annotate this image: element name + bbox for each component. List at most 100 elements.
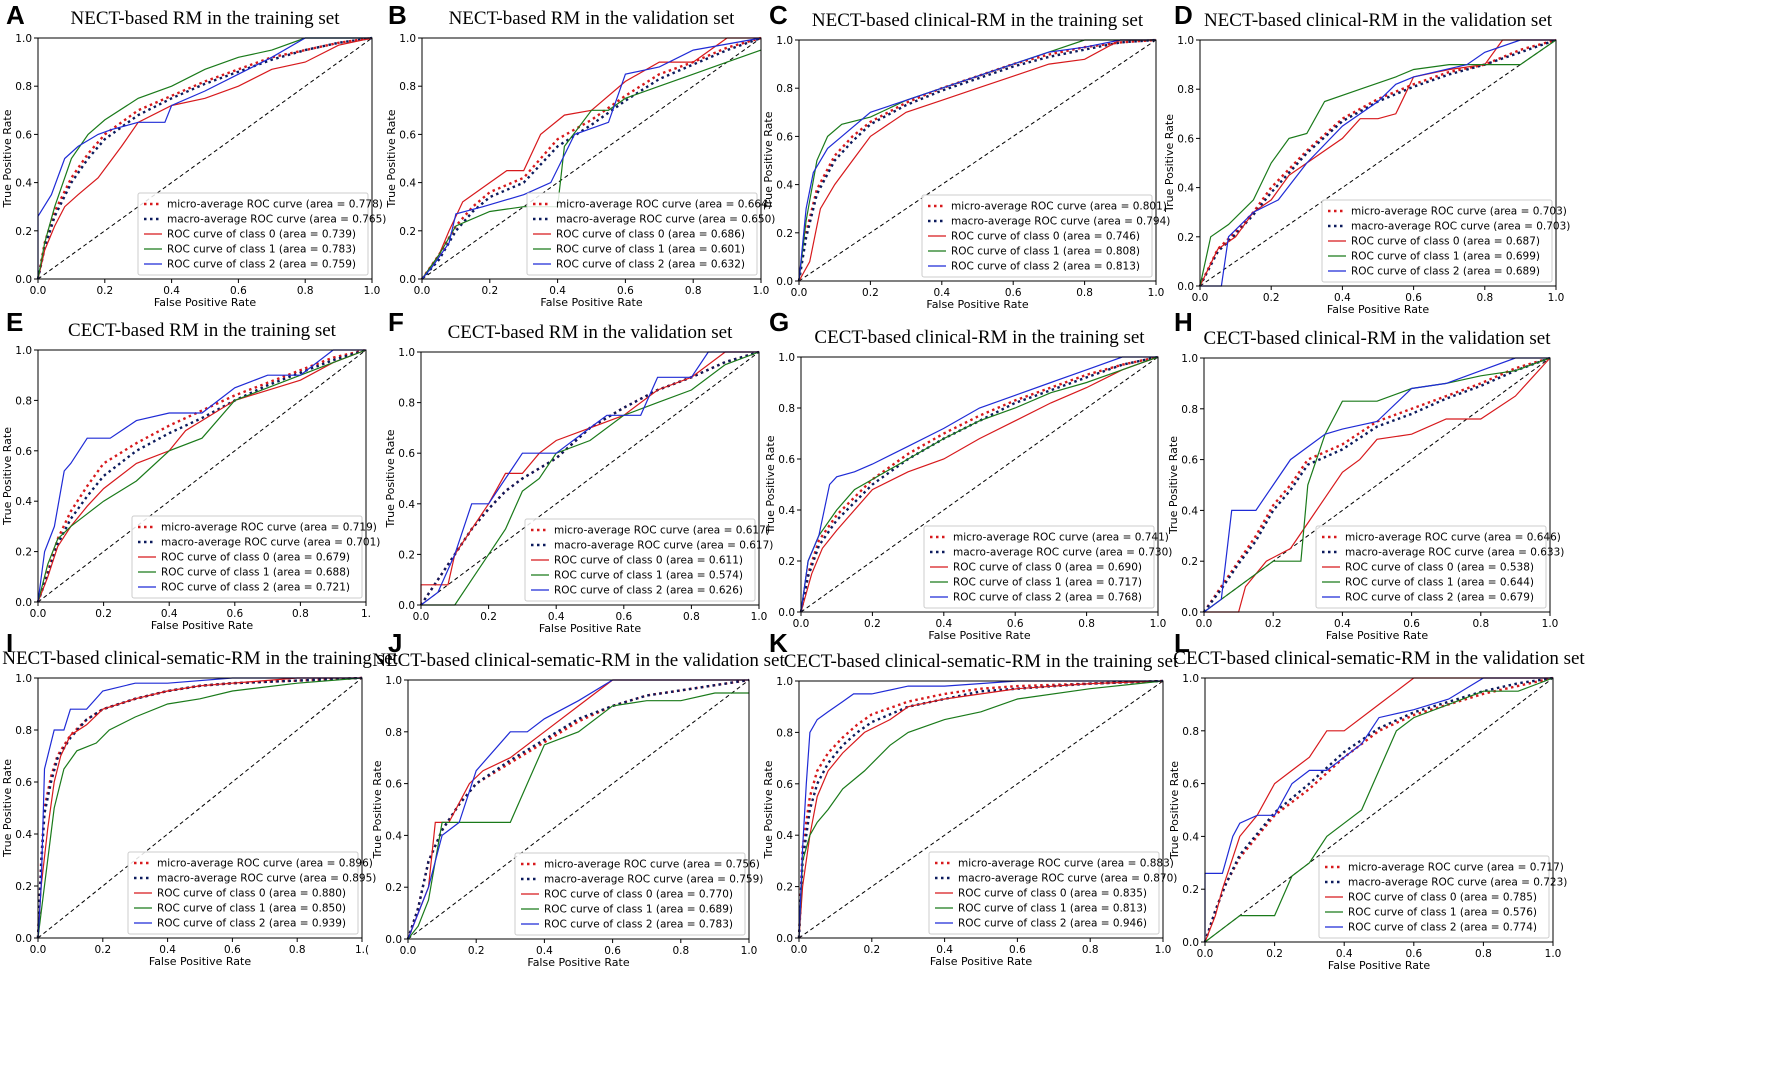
y-axis-label: True Positive Rate [1167,436,1180,535]
legend-entry: macro-average ROC curve (area = 0.650) [556,214,775,226]
y-tick-label: 0.6 [15,777,32,789]
series-line-micro [36,676,363,939]
legend-entry: ROC curve of class 2 (area = 0.939) [157,918,346,930]
x-tick-label: 0.4 [163,285,180,297]
x-tick-label: 0.6 [1403,618,1420,630]
legend-box [131,515,363,599]
panel-label: A [6,0,25,30]
x-tick-label: 0.0 [30,285,47,297]
legend-entry: ROC curve of class 2 (area = 0.946) [958,918,1147,930]
y-tick-label: 1.0 [1177,35,1194,47]
panel-b: B NECT-based RM in the validation set 0.0 0… [382,0,775,309]
x-tick-label: 0.4 [536,945,553,957]
legend: micro-average ROC curve (area = 0.703) ma… [1321,199,1570,283]
chart-title: CECT-based clinical-RM in the validation… [1203,328,1551,349]
x-axis-label: False Positive Rate [1328,959,1430,972]
legend-box [1315,525,1547,609]
roc-chart-c: C NECT-based clinical-RM in the training … [762,0,1170,311]
legend-entry: ROC curve of class 1 (area = 0.689) [544,904,733,916]
x-tick-label: 0.2 [1265,618,1282,630]
y-tick-label: 0.8 [776,727,793,739]
x-tick-label: 0.0 [793,618,810,630]
series-line-micro [799,355,1159,613]
panel-g: G CECT-based clinical-RM in the training … [763,307,1172,642]
y-tick-label: 0.6 [385,779,402,791]
x-tick-label: 0.0 [413,611,430,623]
y-tick-label: 0.4 [399,178,416,190]
x-axis-label: False Positive Rate [1326,629,1428,642]
x-tick-label: 0.2 [1263,292,1280,304]
x-axis-label: False Positive Rate [540,296,642,309]
x-tick-label: 1.0 [1542,618,1559,630]
x-tick-label: 1.0 [751,611,768,623]
series-line-class1 [1199,39,1557,287]
x-tick-label: 1. [361,608,371,620]
legend-box [524,518,756,602]
y-tick-label: 0.4 [398,499,415,511]
plot-frame [798,39,1157,282]
y-axis-label: True Positive Rate [1163,114,1176,213]
panel-label: L [1174,628,1190,658]
y-tick-label: 0.8 [398,398,415,410]
legend-entry: ROC curve of class 1 (area = 0.717) [953,577,1142,589]
y-tick-label: 1.0 [399,33,416,45]
y-axis-label: True Positive Rate [384,429,397,528]
y-tick-label: 0.2 [15,881,32,893]
x-tick-label: 0.8 [289,944,306,956]
x-tick-label: 1.0 [1545,948,1562,960]
legend-entry: ROC curve of class 1 (area = 0.850) [157,903,346,915]
panel-e: E CECT-based RM in the training set 0.0 0.0… [0,307,382,632]
legend-entry: micro-average ROC curve (area = 0.896) [157,858,373,870]
chance-diagonal [37,37,373,280]
series-line-class0 [798,39,1156,282]
y-axis-label: True Positive Rate [762,760,775,859]
y-tick-label: 0.8 [1182,726,1199,738]
legend: micro-average ROC curve (area = 0.756) ma… [514,852,763,936]
x-tick-label: 1.0 [364,285,381,297]
x-tick-label: 0.8 [1078,618,1095,630]
x-axis-label: False Positive Rate [928,629,1030,642]
y-tick-label: 0.4 [776,830,793,842]
x-tick-label: 0.6 [1009,944,1026,956]
x-axis-label: False Positive Rate [926,298,1028,311]
chance-diagonal [798,39,1157,282]
series-line-class1 [421,351,760,606]
y-axis-label: True Positive Rate [385,109,398,208]
chance-diagonal [420,351,760,606]
x-tick-label: 0.8 [1082,944,1099,956]
y-tick-label: 0.6 [15,129,32,141]
x-tick-label: 0.6 [230,285,247,297]
series-line-class1 [37,37,372,280]
y-tick-label: 0.0 [399,274,416,286]
roc-chart-e: E CECT-based RM in the training set 0.00.0… [1,307,380,632]
y-tick-label: 0.2 [1181,556,1198,568]
x-axis-label: False Positive Rate [930,955,1032,968]
plot-frame [407,679,750,940]
series-line-class0 [1204,677,1553,943]
y-tick-label: 0.8 [399,81,416,93]
legend-entry: micro-average ROC curve (area = 0.778) [167,199,383,211]
x-tick-label: 0.2 [863,944,880,956]
panel-f: F CECT-based RM in the validation set 0.0 0… [382,307,773,635]
series-line-class1 [800,356,1159,613]
x-tick-label: 0.0 [30,944,47,956]
series-line-class2 [1200,39,1556,287]
x-tick-label: 0.6 [1007,618,1024,630]
panel-a: A NECT-based RM in the training set 0.0 0.0… [0,0,386,309]
legend-entry: ROC curve of class 2 (area = 0.721) [161,582,350,594]
series-line-class2 [1204,677,1553,942]
x-tick-label: 0.2 [481,285,498,297]
y-tick-label: 0.8 [385,727,402,739]
x-tick-label: 0.4 [936,944,953,956]
legend-entry: ROC curve of class 0 (area = 0.679) [161,552,350,564]
panel-l: L CECT-based clinical-sematic-RM in the v… [1168,628,1585,1081]
series-line-class2 [37,37,372,279]
y-tick-label: 0.2 [1182,884,1199,896]
legend-entry: micro-average ROC curve (area = 0.717) [1348,862,1564,874]
panel-label: D [1174,0,1193,30]
series-line-class2 [37,349,366,603]
y-axis-label: True Positive Rate [1,427,14,526]
panel-h: H CECT-based clinical-RM in the validatio… [1167,307,1572,642]
y-tick-label: 0.0 [1177,281,1194,293]
